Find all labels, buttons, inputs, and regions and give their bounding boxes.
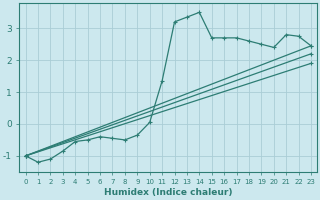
X-axis label: Humidex (Indice chaleur): Humidex (Indice chaleur) [104, 188, 233, 197]
